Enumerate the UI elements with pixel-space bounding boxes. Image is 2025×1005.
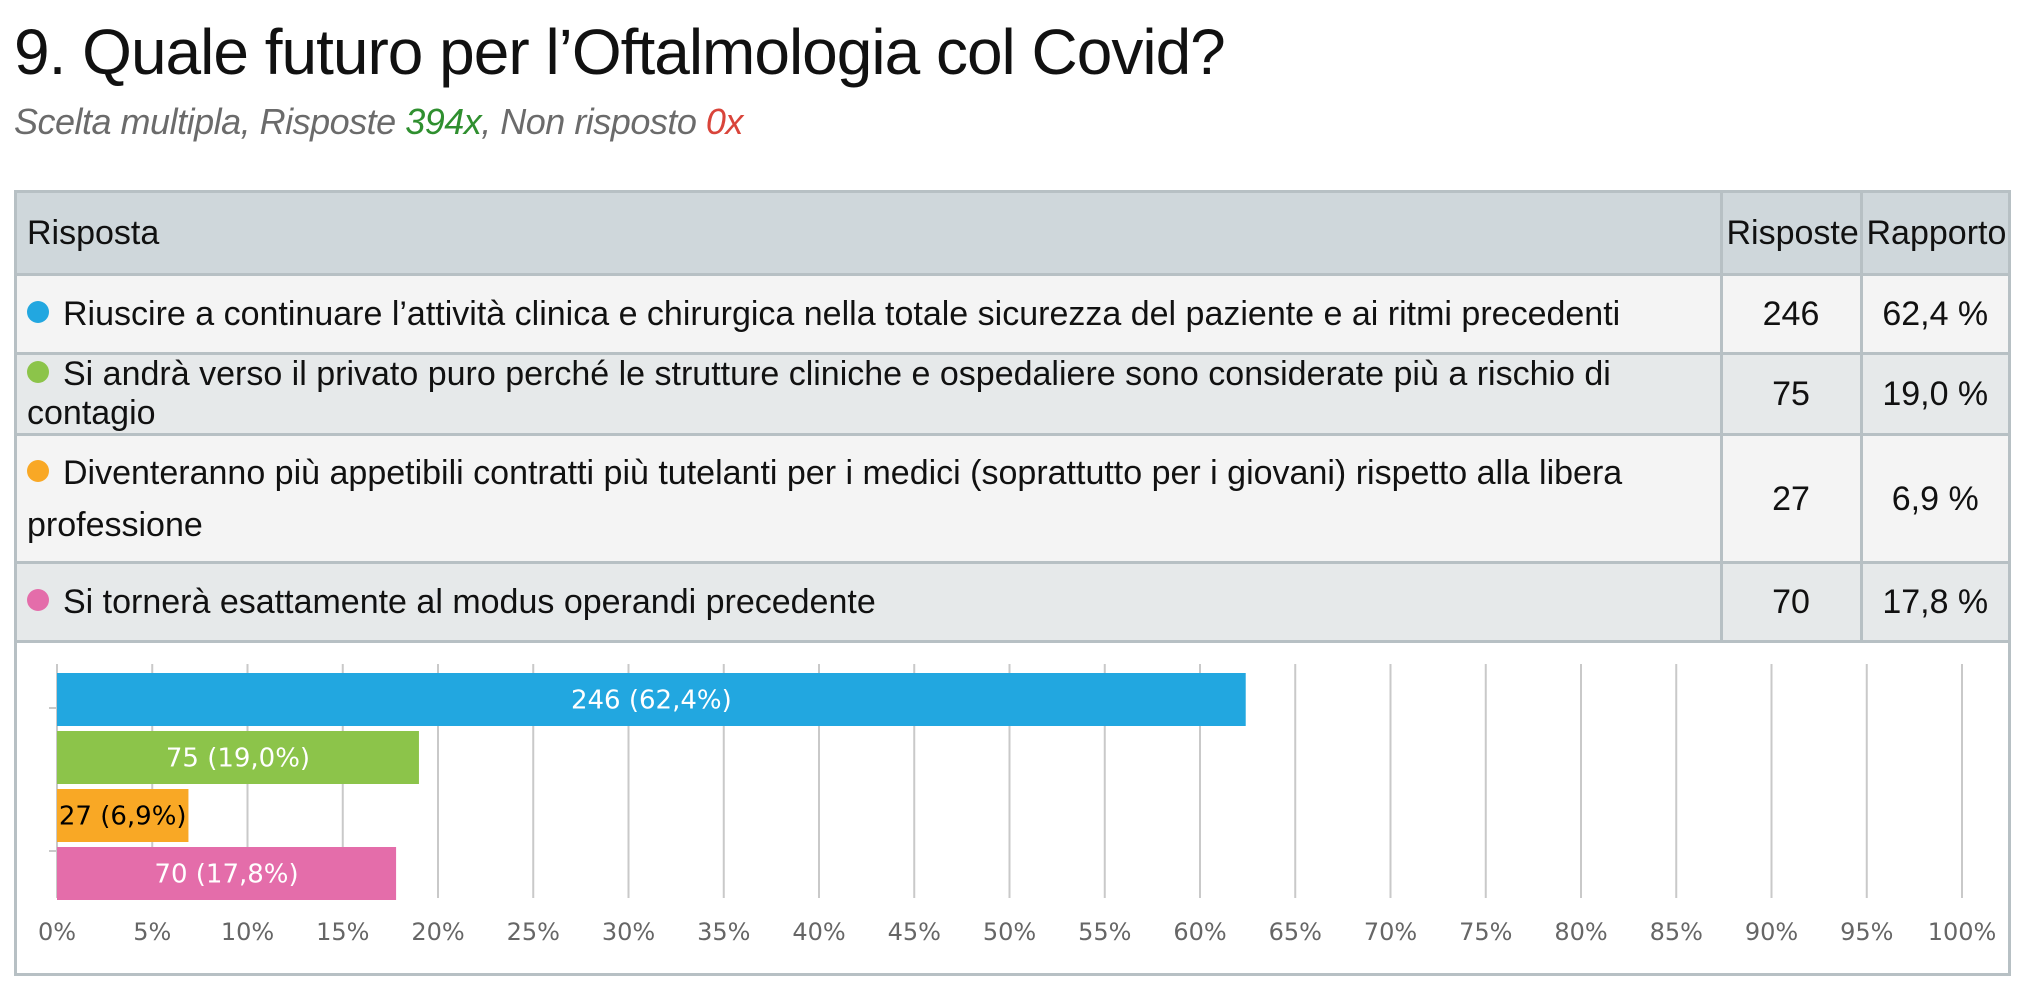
x-tick-label: 95% — [1840, 918, 1893, 946]
bar — [57, 673, 1246, 726]
ratio-cell: 6,9 % — [1859, 433, 2008, 564]
bar-data-label: 246 (62,4%) — [571, 686, 732, 716]
x-tick-label: 90% — [1745, 918, 1798, 946]
x-tick-label: 25% — [507, 918, 560, 946]
x-tick-label: 0% — [38, 918, 76, 946]
bar — [57, 731, 419, 784]
x-tick-label: 5% — [133, 918, 171, 946]
x-tick-label: 100% — [1928, 918, 1997, 946]
results-panel: Risposta Risposte Rapporto Riuscire a co… — [14, 190, 2011, 976]
answer-label: Riuscire a continuare l’attività clinica… — [63, 294, 1621, 333]
x-tick-label: 70% — [1364, 918, 1417, 946]
x-tick-label: 75% — [1459, 918, 1512, 946]
bar — [57, 847, 397, 900]
x-tick-label: 80% — [1554, 918, 1607, 946]
x-tick-label: 10% — [221, 918, 274, 946]
subtitle-mid: , Non risposto — [481, 101, 706, 142]
series-color-dot — [27, 459, 49, 482]
bar-data-label: 70 (17,8%) — [154, 860, 298, 890]
answer-cell: Si andrà verso il privato puro perché le… — [17, 352, 1723, 436]
x-tick-label: 60% — [1173, 918, 1226, 946]
unanswered-count: 0x — [705, 101, 744, 142]
x-tick-label: 30% — [602, 918, 655, 946]
table-header-row: Risposta Risposte Rapporto — [17, 193, 2008, 276]
x-tick-label: 35% — [697, 918, 750, 946]
count-cell: 27 — [1719, 433, 1863, 564]
count-cell: 70 — [1719, 561, 1863, 643]
x-tick-label: 50% — [983, 918, 1036, 946]
header-count: Risposte — [1719, 193, 1863, 276]
answer-cell: Riuscire a continuare l’attività clinica… — [17, 273, 1723, 355]
bar — [57, 789, 189, 842]
ratio-cell: 17,8 % — [1859, 561, 2008, 643]
count-cell: 246 — [1719, 273, 1863, 355]
answer-cell: Diventeranno più appetibili contratti pi… — [17, 433, 1723, 564]
table-row: Si andrà verso il privato puro perché le… — [17, 352, 2008, 436]
table-row: Riuscire a continuare l’attività clinica… — [17, 273, 2008, 355]
x-tick-label: 55% — [1078, 918, 1131, 946]
x-tick-label: 65% — [1269, 918, 1322, 946]
header-ratio: Rapporto — [1859, 193, 2008, 276]
page-title: 9. Quale futuro per l’Oftalmologia col C… — [14, 16, 1226, 88]
question-subtitle: Scelta multipla, Risposte 394x, Non risp… — [14, 100, 743, 144]
series-color-dot — [27, 361, 49, 383]
count-cell: 75 — [1719, 352, 1863, 436]
x-tick-label: 20% — [411, 918, 464, 946]
bar-chart: 0% 5% 10% 15% 20% 25% 30% 35% 40% 45% 50% 55% 60% 65%… — [38, 664, 1997, 946]
answer-label: Si andrà verso il privato puro perché le… — [27, 355, 1611, 432]
answer-cell: Si tornerà esattamente al modus operandi… — [17, 561, 1723, 643]
subtitle-prefix: Scelta multipla, Risposte — [14, 101, 406, 142]
x-tick-label: 45% — [888, 918, 941, 946]
table-row: Si tornerà esattamente al modus operandi… — [17, 561, 2008, 643]
x-tick-label: 15% — [316, 918, 369, 946]
answer-label: Si tornerà esattamente al modus operandi… — [63, 582, 876, 621]
bar-data-label: 27 (6,9%) — [59, 802, 187, 832]
ratio-cell: 62,4 % — [1859, 273, 2008, 355]
series-color-dot — [27, 300, 49, 323]
answer-label: Diventeranno più appetibili contratti pi… — [27, 453, 1623, 544]
series-color-dot — [27, 588, 49, 611]
x-tick-label: 40% — [792, 918, 845, 946]
header-answer: Risposta — [17, 193, 1723, 276]
results-table: Risposta Risposte Rapporto Riuscire a co… — [17, 193, 2008, 643]
bar-data-label: 75 (19,0%) — [166, 744, 310, 774]
answered-count: 394x — [405, 101, 482, 142]
ratio-cell: 19,0 % — [1859, 352, 2008, 436]
table-row: Diventeranno più appetibili contratti pi… — [17, 433, 2008, 564]
x-tick-label: 85% — [1650, 918, 1703, 946]
